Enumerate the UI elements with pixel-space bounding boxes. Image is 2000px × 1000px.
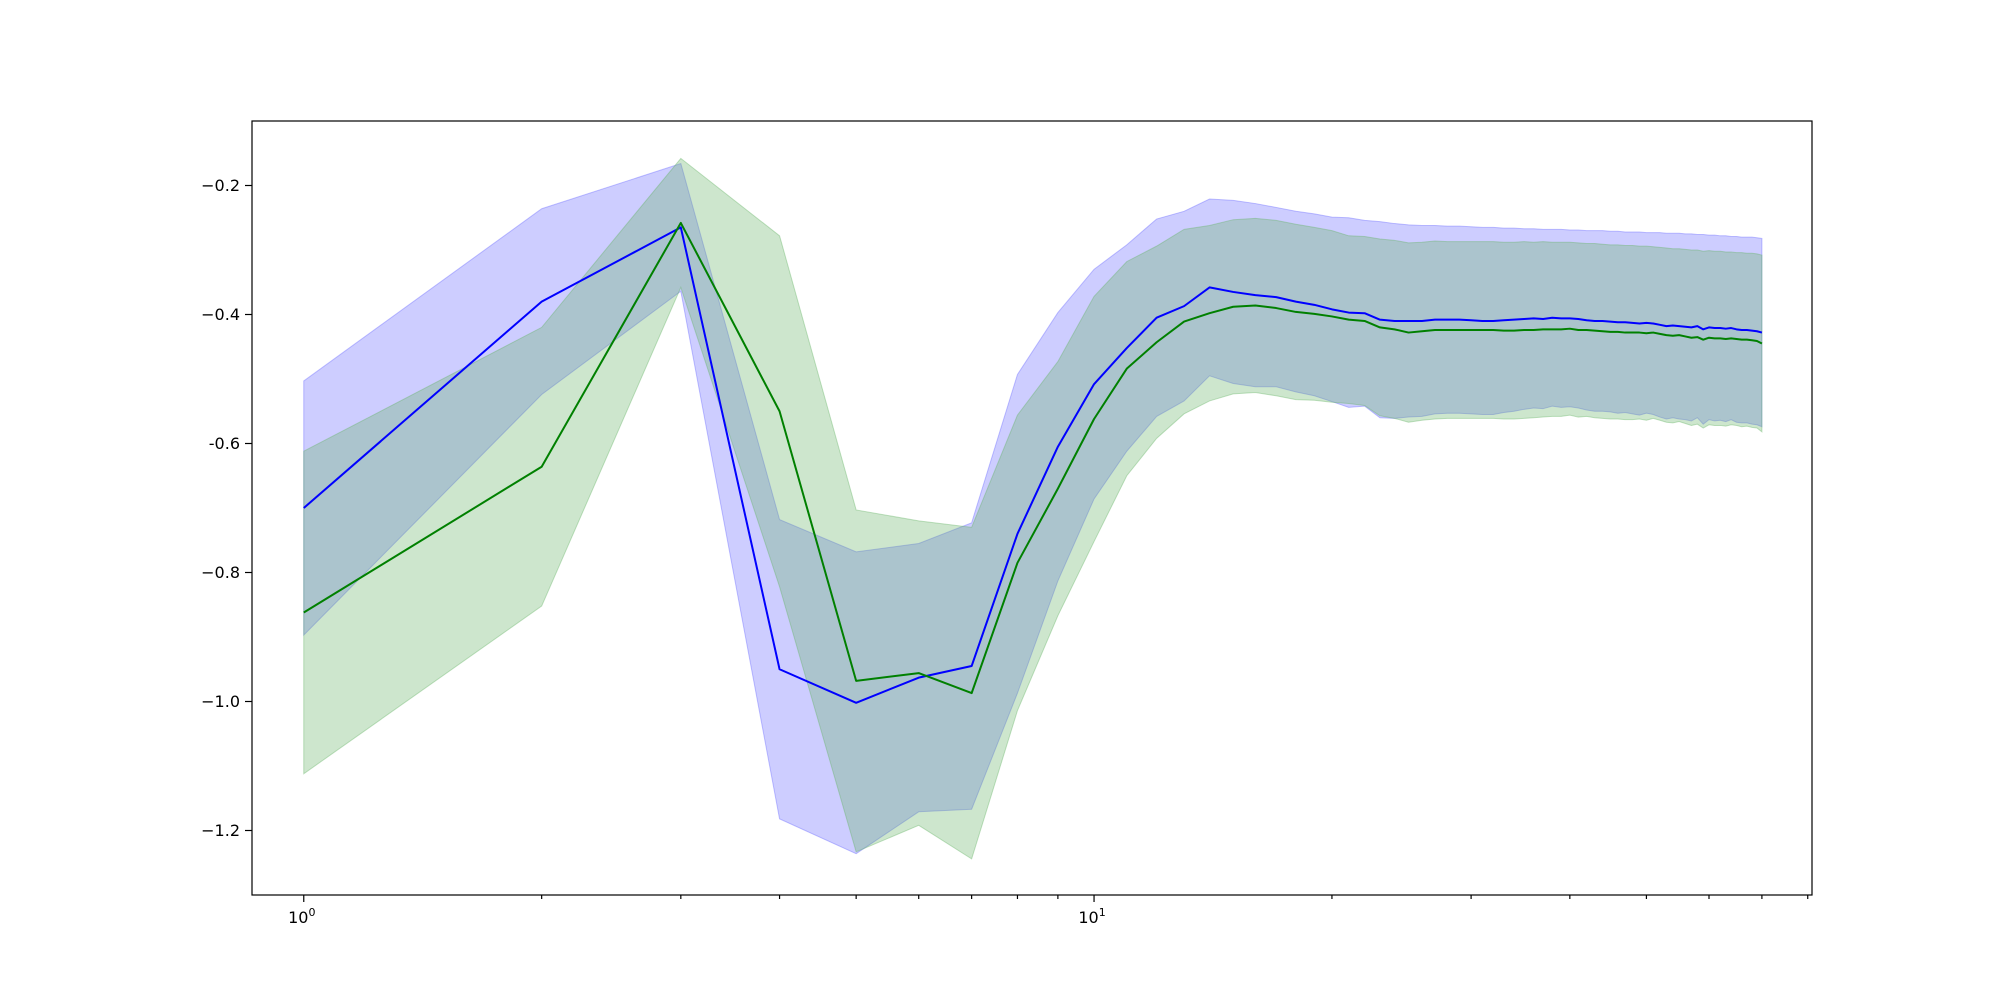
y-tick-label: −0.8 (201, 563, 240, 582)
series-1-band (303, 162, 1763, 855)
y-tick-label: −1.0 (201, 692, 240, 711)
y-tick-label: −0.4 (201, 305, 240, 324)
x-tick-label: 101 (1078, 906, 1105, 927)
series-2-band (303, 157, 1763, 860)
y-tick-label: −1.2 (201, 821, 240, 840)
x-axis: 100 101 (288, 895, 1809, 927)
x-tick-label: 100 (288, 906, 315, 927)
series-1-line (303, 226, 1763, 704)
plot-area-frame (251, 120, 1813, 896)
confidence-bands (303, 157, 1763, 860)
series-2-line (303, 221, 1763, 695)
y-tick-label: -0.6 (209, 434, 240, 453)
y-tick-label: −0.2 (201, 176, 240, 195)
series-lines (303, 221, 1763, 704)
y-axis: −0.2 −0.4 -0.6 −0.8 −1.0 −1.2 (201, 176, 252, 840)
